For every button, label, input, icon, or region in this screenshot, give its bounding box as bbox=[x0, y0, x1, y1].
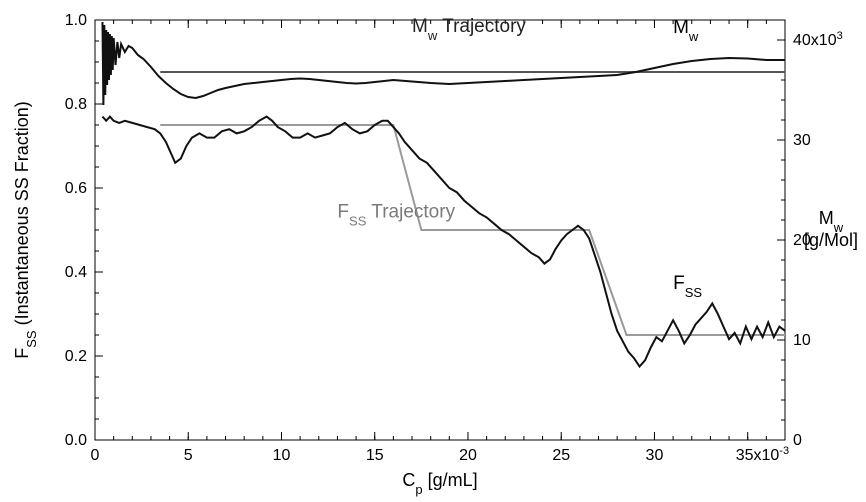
y-left-tick-label: 0.0 bbox=[65, 432, 87, 449]
y-left-title: FSS (Instantaneous SS Fraction) bbox=[12, 101, 39, 358]
x-tick-label: 20 bbox=[459, 447, 477, 464]
x-axis-ticks: 0 5 10 15 20 25 30 35x10-3 bbox=[91, 20, 790, 464]
x-tick-label: 0 bbox=[91, 447, 100, 464]
y-left-tick-label: 0.8 bbox=[65, 96, 87, 113]
y-right-title-line2: [g/Mol] bbox=[804, 230, 858, 250]
x-tick-label-exp: 35x10-3 bbox=[736, 445, 789, 464]
y-left-tick-label: 0.2 bbox=[65, 348, 87, 365]
y-left-tick-label: 0.6 bbox=[65, 180, 87, 197]
y-left-tick-label: 0.4 bbox=[65, 264, 87, 281]
y-left-ticks: 0.0 0.2 0.4 0.6 0.8 1.0 bbox=[65, 12, 103, 449]
x-tick-label: 5 bbox=[184, 447, 193, 464]
y-right-tick-label: 40x103 bbox=[793, 30, 843, 49]
chart-svg: 0 5 10 15 20 25 30 35x10-3 Cp [g/mL] 0.0 0.2 0.4 0.6… bbox=[0, 0, 866, 502]
annotation-fss-trajectory: FSS Trajectory bbox=[337, 201, 455, 228]
annotation-fss-label: FSS bbox=[673, 273, 702, 300]
x-tick-label: 30 bbox=[646, 447, 664, 464]
annotation-mw-label: Mw bbox=[673, 17, 699, 44]
y-right-tick-label: 0 bbox=[793, 432, 802, 449]
chart-container: 0 5 10 15 20 25 30 35x10-3 Cp [g/mL] 0.0 0.2 0.4 0.6… bbox=[0, 0, 866, 502]
x-tick-label: 10 bbox=[273, 447, 291, 464]
x-axis-title: Cp [g/mL] bbox=[402, 470, 477, 497]
y-right-tick-label: 10 bbox=[793, 332, 811, 349]
fss-data-line bbox=[102, 117, 785, 367]
x-tick-label: 25 bbox=[552, 447, 570, 464]
fss-trajectory-line bbox=[160, 125, 785, 335]
y-left-tick-label: 1.0 bbox=[65, 12, 87, 29]
y-right-tick-label: 30 bbox=[793, 132, 811, 149]
x-tick-label: 15 bbox=[366, 447, 384, 464]
